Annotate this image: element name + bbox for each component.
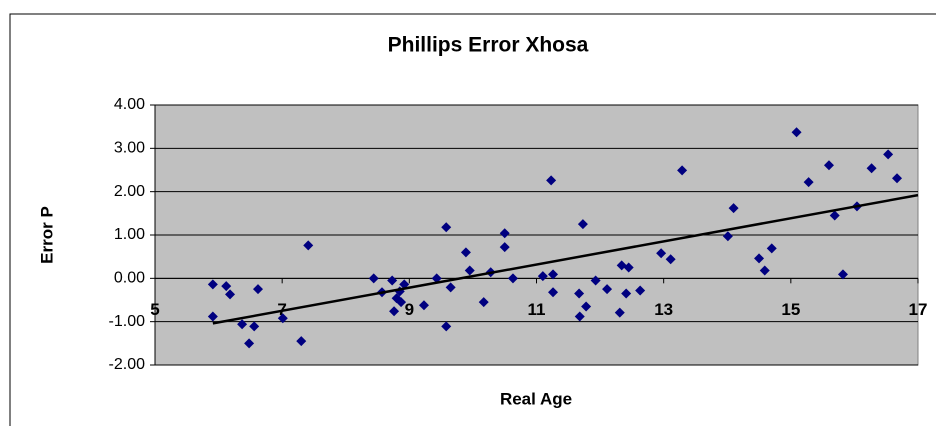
point (478, 297, 489, 308)
x-tick-label: 15 (781, 300, 800, 319)
point (387, 275, 398, 286)
x-tick-label: 17 (909, 300, 928, 319)
x-tick-label: 9 (405, 300, 414, 319)
point (635, 285, 646, 296)
point (244, 338, 255, 349)
point (249, 321, 260, 332)
point (803, 177, 814, 188)
point (368, 273, 379, 284)
x-tick-label: 11 (528, 300, 546, 319)
point (418, 300, 429, 311)
point (546, 175, 557, 186)
point (225, 289, 236, 300)
point (823, 160, 834, 171)
point (548, 269, 559, 280)
point (892, 173, 903, 184)
y-tick-label: -2.00 (109, 356, 146, 373)
x-tick-label: 13 (654, 300, 673, 319)
point (464, 265, 475, 276)
point (665, 254, 676, 265)
x-axis-label: Real Age (500, 389, 572, 408)
point (221, 281, 232, 292)
y-axis-label: Error P (37, 206, 56, 264)
point (537, 271, 548, 282)
point (253, 284, 264, 295)
point (441, 222, 452, 233)
point (883, 149, 894, 160)
point (677, 165, 688, 176)
point (577, 219, 588, 230)
point (590, 275, 601, 286)
x-tick-label: 5 (150, 300, 159, 319)
y-tick-label: 0.00 (114, 270, 145, 287)
point (445, 282, 456, 293)
point (237, 319, 248, 330)
point (759, 265, 770, 276)
point (499, 228, 510, 239)
point (441, 321, 452, 332)
point (754, 253, 765, 264)
point (614, 307, 625, 318)
point (507, 273, 518, 284)
point (207, 279, 218, 290)
point (548, 287, 559, 298)
point (722, 231, 733, 242)
point (574, 311, 585, 322)
point (623, 262, 634, 273)
point (207, 311, 218, 322)
y-tick-label: 1.00 (114, 226, 145, 243)
x-tick-label: 7 (277, 300, 286, 319)
point (829, 210, 840, 221)
y-tick-label: -1.00 (109, 313, 146, 330)
point (656, 248, 667, 259)
point (728, 203, 739, 214)
point (431, 273, 442, 284)
point (602, 284, 613, 295)
point (389, 306, 400, 317)
point (396, 297, 407, 308)
point (621, 288, 632, 299)
point (277, 313, 288, 324)
y-tick-label: 2.00 (114, 183, 145, 200)
point (303, 240, 314, 251)
point (296, 336, 307, 347)
chart-title: Phillips Error Xhosa (388, 34, 589, 57)
point (837, 269, 848, 280)
y-tick-label: 3.00 (114, 140, 145, 157)
point (766, 243, 777, 254)
y-tick-label: 4.00 (114, 96, 145, 113)
trendline (212, 193, 919, 325)
point (866, 163, 877, 174)
point (574, 288, 585, 299)
point (499, 242, 510, 253)
point (581, 301, 592, 312)
point (460, 247, 471, 258)
point (791, 127, 802, 138)
